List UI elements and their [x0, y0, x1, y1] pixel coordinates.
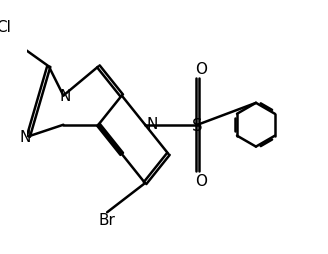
- Text: N: N: [19, 129, 31, 144]
- Text: S: S: [192, 116, 203, 134]
- Text: Br: Br: [99, 212, 115, 227]
- Text: N: N: [59, 89, 71, 104]
- Text: N: N: [147, 116, 158, 131]
- Text: Cl: Cl: [0, 20, 10, 35]
- Text: O: O: [195, 173, 207, 188]
- Text: O: O: [195, 62, 207, 77]
